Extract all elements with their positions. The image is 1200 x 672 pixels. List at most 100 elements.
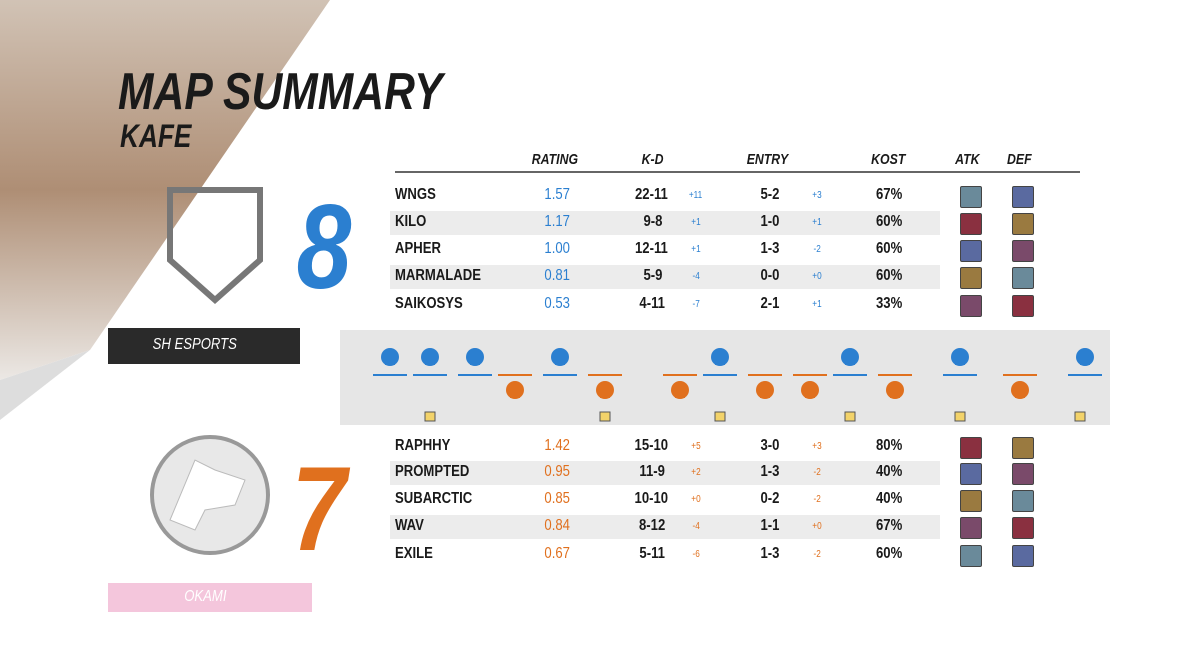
kd: 12-11 [634,240,668,258]
kd: 5-11 [639,545,665,563]
column-header: RATING [531,151,579,168]
kd: 22-11 [634,186,668,204]
rating: 1.57 [544,186,570,204]
row-band [390,265,940,289]
player-name: KILO [395,213,427,231]
entry-diff: +3 [812,190,822,201]
entry-diff: +0 [812,521,822,532]
operator-icon [960,545,982,567]
kd-diff: -7 [692,299,700,310]
player-name: WAV [395,517,424,535]
entry-diff: -2 [813,244,821,255]
rating: 0.85 [544,490,570,508]
kost: 60% [875,240,903,258]
kost: 80% [875,437,903,455]
team-score: 7 [291,442,347,576]
kd: 11-9 [639,463,665,481]
round-icon [760,393,770,398]
rating: 1.17 [544,213,570,231]
round-icon [1080,360,1090,365]
kd: 9-8 [643,213,663,231]
round-icon [385,360,395,365]
operator-icon [1012,463,1034,485]
player-name: APHER [395,240,441,258]
round-icon [844,411,856,422]
operator-icon [1012,545,1034,567]
round-icon [1015,393,1025,398]
operator-icon [1012,213,1034,235]
kd-diff: -6 [692,549,700,560]
column-header: K-D [641,151,664,168]
entry: 1-3 [760,240,780,258]
player-name: WNGS [395,186,436,204]
operator-icon [960,213,982,235]
player-name: MARMALADE [395,267,481,285]
round-icon [890,393,900,398]
kd-diff: -4 [692,271,700,282]
kd-diff: +0 [691,494,701,505]
kost: 40% [875,490,903,508]
operator-icon [960,186,982,208]
rating: 0.81 [544,267,570,285]
operator-icon [1012,517,1034,539]
entry: 0-2 [760,490,780,508]
round-icon [955,360,965,365]
operator-icon [960,490,982,512]
title: MAP SUMMARY [118,63,443,121]
entry: 3-0 [760,437,780,455]
player-name: PROMPTED [395,463,470,481]
kd-diff: +2 [691,467,701,478]
player-name: RAPHHY [395,437,451,455]
round-icon [954,411,966,422]
row-band [390,211,940,235]
column-header: KOST [871,151,906,168]
round-icon [805,393,815,398]
kd: 10-10 [634,490,669,508]
rating: 0.95 [544,463,570,481]
kd: 5-9 [643,267,663,285]
entry: 1-3 [760,545,780,563]
operator-icon [960,437,982,459]
round-icon [510,393,520,398]
entry-diff: +0 [812,271,822,282]
round-icon [424,411,436,422]
rating: 1.00 [544,240,570,258]
entry: 2-1 [760,295,780,313]
round-icon [1074,411,1086,422]
column-header: ENTRY [746,151,789,168]
round-icon [714,411,726,422]
operator-icon [960,240,982,262]
entry: 1-3 [760,463,780,481]
operator-icon [960,517,982,539]
row-band [390,515,940,539]
round-icon [425,360,435,365]
kost: 67% [875,517,903,535]
kd-diff: +1 [691,244,701,255]
operator-icon [1012,186,1034,208]
player-name: EXILE [395,545,433,563]
round-icon [715,360,725,365]
rating: 1.42 [544,437,570,455]
rating: 0.84 [544,517,570,535]
player-name: SUBARCTIC [395,490,473,508]
kost: 40% [875,463,903,481]
entry-diff: +1 [812,299,822,310]
kost: 60% [875,213,903,231]
map-name: KAFE [120,118,192,154]
kd-diff: +1 [691,217,701,228]
kd-diff: +5 [691,441,701,452]
round-icon [599,411,611,422]
entry: 1-0 [760,213,780,231]
operator-icon [1012,437,1034,459]
round-icon [845,360,855,365]
kost: 33% [875,295,903,313]
kd-diff: +11 [688,190,703,201]
team-name: OKAMI [184,588,227,606]
kost: 60% [875,267,903,285]
kd: 4-11 [639,295,665,313]
operator-icon [1012,267,1034,289]
row-band [390,461,940,485]
rating: 0.53 [544,295,570,313]
